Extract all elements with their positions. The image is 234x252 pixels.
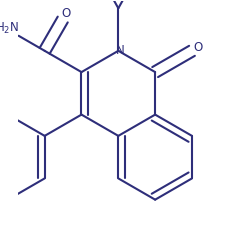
Text: O: O: [62, 7, 71, 20]
Text: H$_2$N: H$_2$N: [0, 21, 19, 37]
Text: N: N: [115, 44, 124, 57]
Text: O: O: [193, 41, 203, 54]
